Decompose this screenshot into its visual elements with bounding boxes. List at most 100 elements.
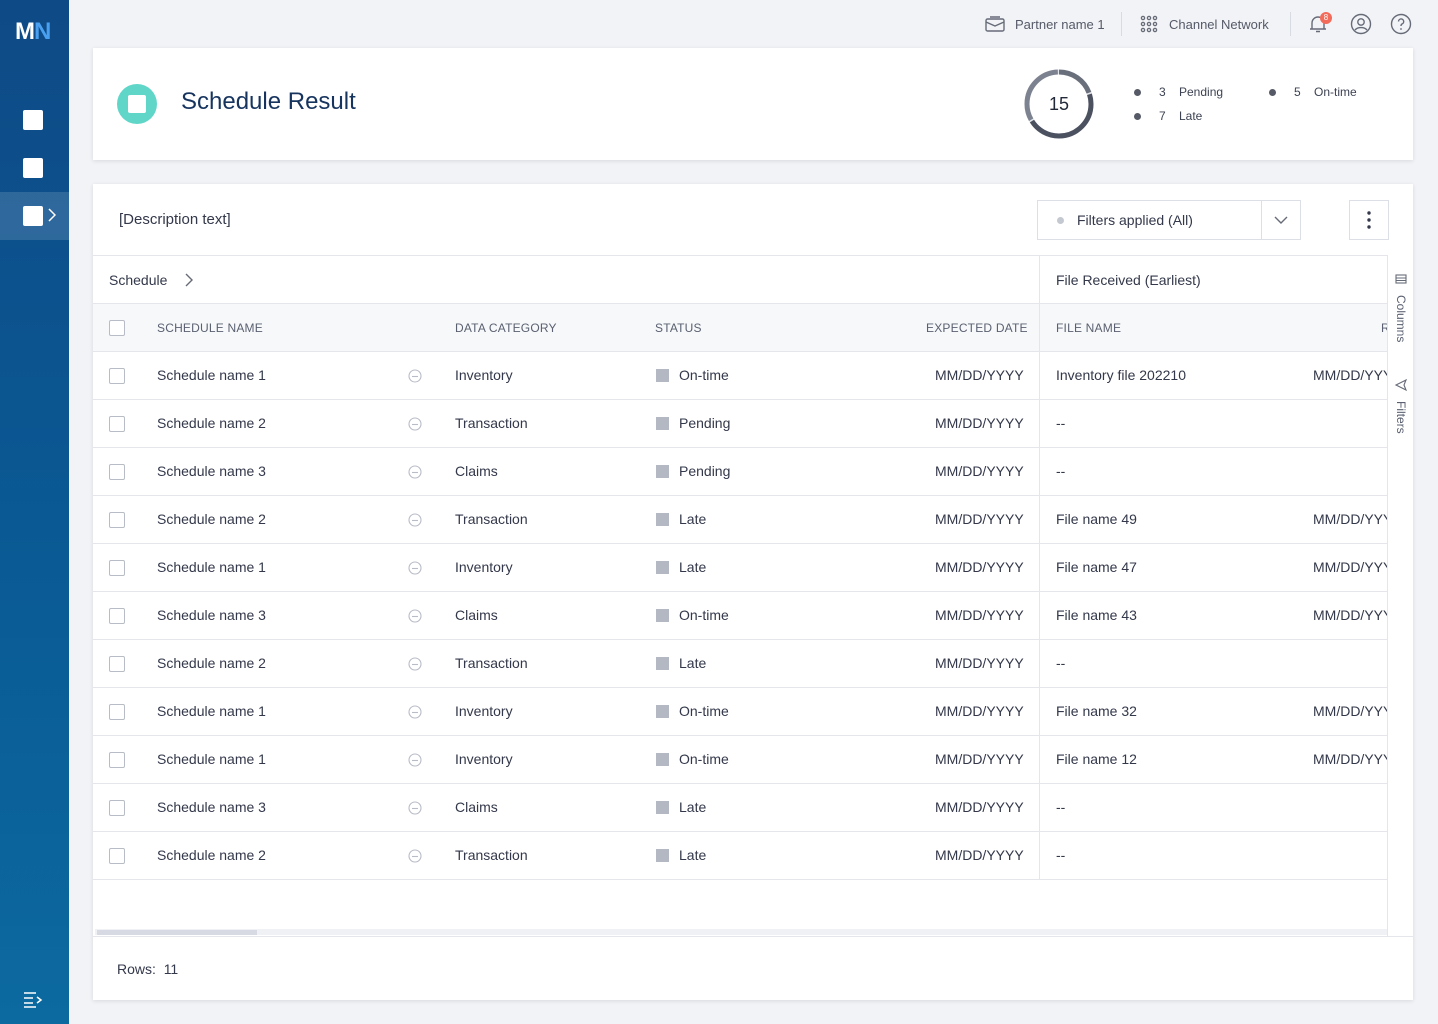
row-checkbox[interactable]: [109, 848, 125, 864]
table-row[interactable]: Schedule name 3 Claims Late MM/DD/YYYY --: [93, 784, 1387, 832]
message-icon[interactable]: [408, 801, 422, 815]
table-body: Schedule name 1 Inventory On-time MM/DD/YYY…: [93, 352, 1387, 880]
schedule-name[interactable]: Schedule name 1: [157, 751, 266, 767]
row-checkbox[interactable]: [109, 416, 125, 432]
row-checkbox[interactable]: [109, 368, 125, 384]
legend-ontime: 5 On-time: [1269, 84, 1357, 100]
file-name[interactable]: --: [1056, 463, 1066, 479]
row-checkbox[interactable]: [109, 752, 125, 768]
row-checkbox[interactable]: [109, 656, 125, 672]
table-row[interactable]: Schedule name 2 Transaction Late MM/DD/YYYY…: [93, 832, 1387, 880]
file-name[interactable]: File name 12: [1056, 751, 1137, 767]
summary-card: Schedule Result 15 3 Pending 7 Late 5 On…: [93, 48, 1413, 160]
col-expected-date[interactable]: EXPECTED DATE: [926, 321, 1028, 335]
file-name[interactable]: Inventory file 202210: [1056, 367, 1186, 383]
status-text: Late: [679, 655, 707, 671]
received-date: MM/DD/YYYY: [1313, 559, 1387, 575]
notifications-button[interactable]: [1308, 0, 1328, 48]
file-name[interactable]: --: [1056, 655, 1066, 671]
file-name[interactable]: File name 47: [1056, 559, 1137, 575]
file-name[interactable]: --: [1056, 415, 1066, 431]
table-footer: Rows: 11: [93, 936, 1413, 1000]
table-row[interactable]: Schedule name 3 Claims Pending MM/DD/YYYY --: [93, 448, 1387, 496]
filters-dropdown[interactable]: Filters applied (All): [1037, 200, 1301, 240]
filter-status-dot: [1057, 216, 1064, 224]
message-icon[interactable]: [408, 561, 422, 575]
message-icon[interactable]: [408, 609, 422, 623]
message-icon[interactable]: [408, 465, 422, 479]
message-icon[interactable]: [408, 849, 422, 863]
horizontal-scroll-thumb[interactable]: [97, 930, 257, 935]
columns-panel-toggle[interactable]: Columns: [1394, 295, 1408, 343]
table-row[interactable]: Schedule name 3 Claims On-time MM/DD/YYYY Fi…: [93, 592, 1387, 640]
sidebar-item-2[interactable]: [23, 158, 43, 178]
file-name[interactable]: File name 32: [1056, 703, 1137, 719]
message-icon[interactable]: [408, 417, 422, 431]
schedule-group-header[interactable]: Schedule: [109, 272, 194, 288]
select-all-checkbox[interactable]: [109, 320, 125, 336]
table-row[interactable]: Schedule name 1 Inventory On-time MM/DD/YYY…: [93, 736, 1387, 784]
row-checkbox[interactable]: [109, 704, 125, 720]
user-profile-button[interactable]: [1350, 0, 1372, 48]
horizontal-scrollbar[interactable]: [95, 929, 1387, 935]
message-icon[interactable]: [408, 369, 422, 383]
file-name[interactable]: --: [1056, 847, 1066, 863]
topbar-divider: [1121, 12, 1122, 36]
data-category: Transaction: [455, 415, 528, 431]
table-row[interactable]: Schedule name 2 Transaction Late MM/DD/YYYY…: [93, 496, 1387, 544]
file-name[interactable]: File name 49: [1056, 511, 1137, 527]
col-received-date[interactable]: R: [1381, 321, 1390, 335]
status-donut-chart: [1024, 69, 1094, 139]
more-options-button[interactable]: [1349, 200, 1389, 240]
schedule-name[interactable]: Schedule name 3: [157, 463, 266, 479]
expected-date: MM/DD/YYYY: [935, 559, 1024, 575]
table-row[interactable]: Schedule name 1 Inventory Late MM/DD/YYYY Fi…: [93, 544, 1387, 592]
table-row[interactable]: Schedule name 1 Inventory On-time MM/DD/YYY…: [93, 352, 1387, 400]
table-row[interactable]: Schedule name 2 Transaction Pending MM/DD/Y…: [93, 400, 1387, 448]
help-button[interactable]: [1390, 0, 1412, 48]
filter-dropdown-toggle[interactable]: [1262, 216, 1300, 224]
col-file-name[interactable]: FILE NAME: [1056, 321, 1122, 335]
sidebar-item-3[interactable]: [23, 206, 43, 226]
schedule-name[interactable]: Schedule name 3: [157, 607, 266, 623]
col-status[interactable]: STATUS: [655, 321, 702, 335]
row-checkbox[interactable]: [109, 800, 125, 816]
schedule-name[interactable]: Schedule name 1: [157, 367, 266, 383]
schedule-name[interactable]: Schedule name 2: [157, 415, 266, 431]
schedule-name[interactable]: Schedule name 1: [157, 559, 266, 575]
logo[interactable]: MN: [15, 18, 51, 46]
legend-dot: [1269, 88, 1276, 96]
row-checkbox[interactable]: [109, 560, 125, 576]
status-indicator: [656, 513, 669, 526]
status-indicator: [656, 609, 669, 622]
sidebar-item-1[interactable]: [23, 110, 43, 130]
filters-panel-toggle[interactable]: Filters: [1394, 401, 1408, 434]
message-icon[interactable]: [408, 705, 422, 719]
col-schedule-name[interactable]: SCHEDULE NAME: [157, 321, 263, 335]
columns-icon[interactable]: [1395, 274, 1407, 284]
header-divider: [1039, 304, 1040, 352]
schedule-name[interactable]: Schedule name 3: [157, 799, 266, 815]
row-checkbox[interactable]: [109, 512, 125, 528]
partner-selector[interactable]: Partner name 1: [985, 0, 1105, 48]
message-icon[interactable]: [408, 513, 422, 527]
col-data-category[interactable]: DATA CATEGORY: [455, 321, 557, 335]
message-icon[interactable]: [408, 753, 422, 767]
schedule-name[interactable]: Schedule name 2: [157, 847, 266, 863]
table-row[interactable]: Schedule name 2 Transaction Late MM/DD/YYYY…: [93, 640, 1387, 688]
status-indicator: [656, 849, 669, 862]
filter-icon[interactable]: [1395, 379, 1407, 391]
table-row[interactable]: Schedule name 1 Inventory On-time MM/DD/YYY…: [93, 688, 1387, 736]
row-checkbox[interactable]: [109, 608, 125, 624]
menu-collapse-icon[interactable]: [23, 991, 43, 1009]
file-name[interactable]: --: [1056, 799, 1066, 815]
schedule-name[interactable]: Schedule name 2: [157, 511, 266, 527]
message-icon[interactable]: [408, 657, 422, 671]
schedule-name[interactable]: Schedule name 2: [157, 655, 266, 671]
donut-segment: [1024, 69, 1094, 139]
received-date: MM/DD/YYYY: [1313, 367, 1387, 383]
row-checkbox[interactable]: [109, 464, 125, 480]
schedule-name[interactable]: Schedule name 1: [157, 703, 266, 719]
channel-network-link[interactable]: Channel Network: [1140, 0, 1269, 48]
file-name[interactable]: File name 43: [1056, 607, 1137, 623]
